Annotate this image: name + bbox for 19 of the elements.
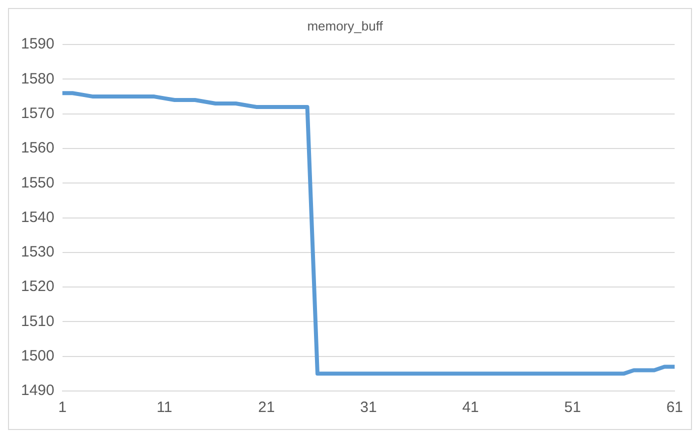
y-tick-label: 1550 [20,174,54,192]
chart-title: memory_buff [307,18,384,34]
x-tick-label: 41 [462,399,479,416]
y-tick-label: 1520 [20,278,54,296]
x-tick-label: 1 [58,399,67,416]
y-tick-label: 1580 [20,70,54,88]
x-tick-label: 11 [156,399,172,416]
y-tick-label: 1570 [20,105,54,122]
y-tick-label: 1510 [20,312,54,330]
x-tick-label: 61 [666,399,683,416]
y-tick-label: 1540 [20,208,54,226]
y-tick-label: 1490 [20,382,54,400]
x-tick-label: 31 [360,399,377,416]
y-tick-label: 1590 [20,36,54,53]
y-tick-label: 1560 [20,140,54,157]
x-tick-label: 21 [258,399,275,416]
y-tick-label: 1530 [20,244,54,261]
x-tick-label: 51 [564,399,581,416]
y-tick-label: 1500 [20,348,54,364]
